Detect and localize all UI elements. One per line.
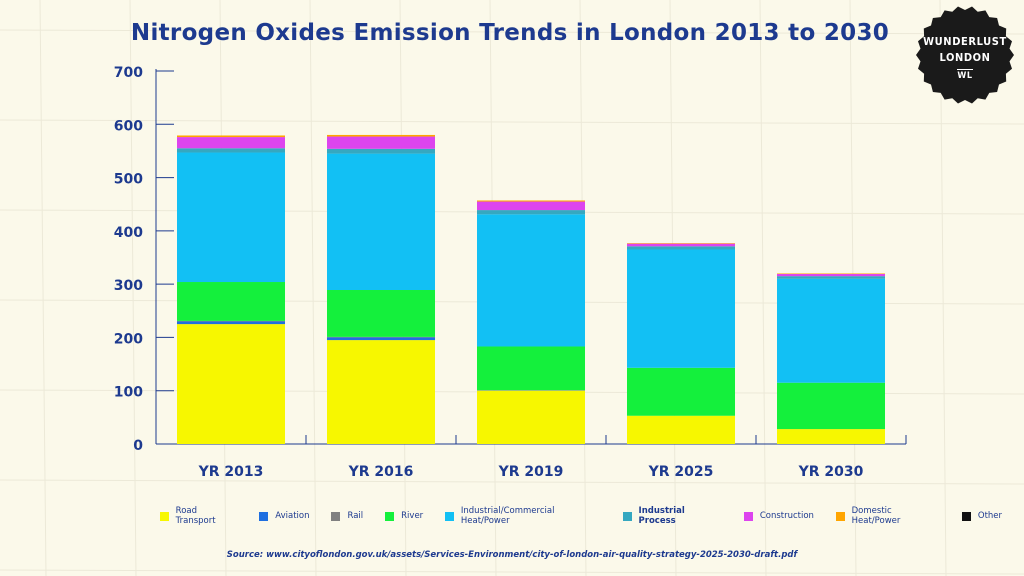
- badge-line-1: WUNDERLUST: [923, 35, 1007, 48]
- legend-item: Rail: [331, 506, 363, 526]
- legend-item: Industrial Process: [622, 506, 722, 526]
- legend-item: Industrial/Commercial Heat/Power: [445, 506, 601, 526]
- bar-stack: [477, 200, 585, 444]
- legend-swatch: [622, 511, 632, 521]
- legend-label: Construction: [759, 511, 814, 521]
- legend-item: River: [385, 506, 423, 526]
- legend-label: Road Transport: [175, 506, 216, 526]
- y-tick-label: 100: [114, 385, 143, 401]
- grid-line: [0, 29, 1024, 35]
- bar-segment: [477, 201, 585, 211]
- legend-label: Other: [977, 511, 1003, 521]
- grid-line: [0, 479, 1024, 485]
- bar-segment: [177, 321, 285, 325]
- bar-segment: [627, 246, 735, 250]
- bar-segment: [327, 340, 435, 444]
- legend-label: Rail: [347, 511, 364, 521]
- bar-stack: [777, 273, 885, 444]
- bar-segment: [477, 200, 585, 202]
- legend-item: Aviation: [259, 506, 309, 526]
- bar-segment: [627, 249, 735, 368]
- bar-stack: [327, 134, 435, 444]
- bar-segment: [777, 276, 885, 279]
- x-tick-label: YR 2025: [648, 464, 714, 480]
- bar-segment: [327, 134, 435, 137]
- legend-item: Other: [961, 506, 1003, 526]
- chart-title: Nitrogen Oxides Emission Trends in Londo…: [130, 20, 890, 46]
- y-tick-label: 500: [114, 172, 143, 188]
- bar-segment: [327, 136, 435, 149]
- legend-label: Aviation: [275, 511, 310, 521]
- badge-text: WUNDERLUST LONDON WL: [921, 34, 1009, 83]
- grid-line: [309, 0, 317, 576]
- legend-label: Domestic Heat/Power: [851, 506, 901, 526]
- bar-segment: [477, 390, 585, 444]
- bar-stack: [177, 135, 285, 444]
- bar-segment: [627, 415, 735, 444]
- legend-swatch: [835, 511, 845, 521]
- bar-segment: [177, 324, 285, 444]
- bar-segment: [327, 337, 435, 341]
- bar-segment: [777, 429, 885, 444]
- legend-label: Industrial Process: [638, 506, 685, 526]
- grid-line: [0, 119, 1024, 125]
- legend-swatch: [259, 511, 269, 521]
- bar-segment: [627, 367, 735, 416]
- bar-segment: [477, 214, 585, 347]
- bar-segment: [777, 274, 885, 277]
- x-tick-label: YR 2016: [348, 464, 414, 480]
- grid-line: [939, 0, 947, 576]
- legend-swatch: [961, 511, 971, 521]
- bar-segment: [777, 382, 885, 430]
- grid-line: [759, 0, 767, 576]
- grid-line: [129, 0, 137, 576]
- y-tick-label: 300: [114, 278, 143, 294]
- bar-segment: [327, 336, 435, 338]
- bar-segment: [627, 243, 735, 247]
- x-tick-label: YR 2019: [498, 464, 564, 480]
- y-tick-label: 400: [114, 225, 143, 241]
- bar-segment: [177, 148, 285, 153]
- bar-segment: [177, 282, 285, 321]
- legend-item: Construction: [743, 506, 814, 526]
- legend-label: River: [401, 511, 424, 521]
- bar-segment: [477, 346, 585, 391]
- badge-line-2: LONDON: [939, 51, 991, 64]
- legend-swatch: [331, 511, 341, 521]
- legend-swatch: [743, 511, 753, 521]
- badge-seal-shape: [916, 6, 1014, 104]
- x-tick-label: YR 2013: [198, 464, 264, 480]
- bar-segment: [477, 210, 585, 215]
- bar-segment: [477, 390, 585, 391]
- source-note: Source: www.cityoflondon.gov.uk/assets/S…: [226, 550, 798, 560]
- x-tick-label: YR 2030: [798, 464, 864, 480]
- bar-segment: [177, 320, 285, 322]
- y-tick-label: 200: [114, 331, 143, 347]
- bar-segment: [327, 290, 435, 337]
- y-tick-label: 700: [114, 65, 143, 81]
- bar-stack: [627, 243, 735, 444]
- legend-swatch: [445, 511, 454, 521]
- bar-segment: [177, 135, 285, 138]
- bar-segment: [627, 243, 735, 244]
- legend-swatch: [160, 511, 169, 521]
- y-tick-label: 0: [133, 438, 143, 454]
- legend-label: Industrial/Commercial Heat/Power: [460, 506, 555, 526]
- legend-item: Domestic Heat/Power: [835, 506, 940, 526]
- bar-segment: [777, 273, 885, 275]
- bar-segment: [327, 153, 435, 291]
- bar-segment: [177, 137, 285, 149]
- bar-segment: [777, 278, 885, 383]
- legend-swatch: [385, 511, 395, 521]
- bar-segment: [177, 152, 285, 283]
- badge-seal-icon: [916, 6, 1014, 104]
- y-tick-label: 600: [114, 118, 143, 134]
- grid-line: [0, 569, 1024, 575]
- chart-legend: Road Transport Aviation Rail River Industria…: [160, 506, 1024, 526]
- bar-segment: [327, 148, 435, 154]
- badge-mark: WL: [957, 69, 973, 81]
- legend-item: Road Transport: [160, 506, 237, 526]
